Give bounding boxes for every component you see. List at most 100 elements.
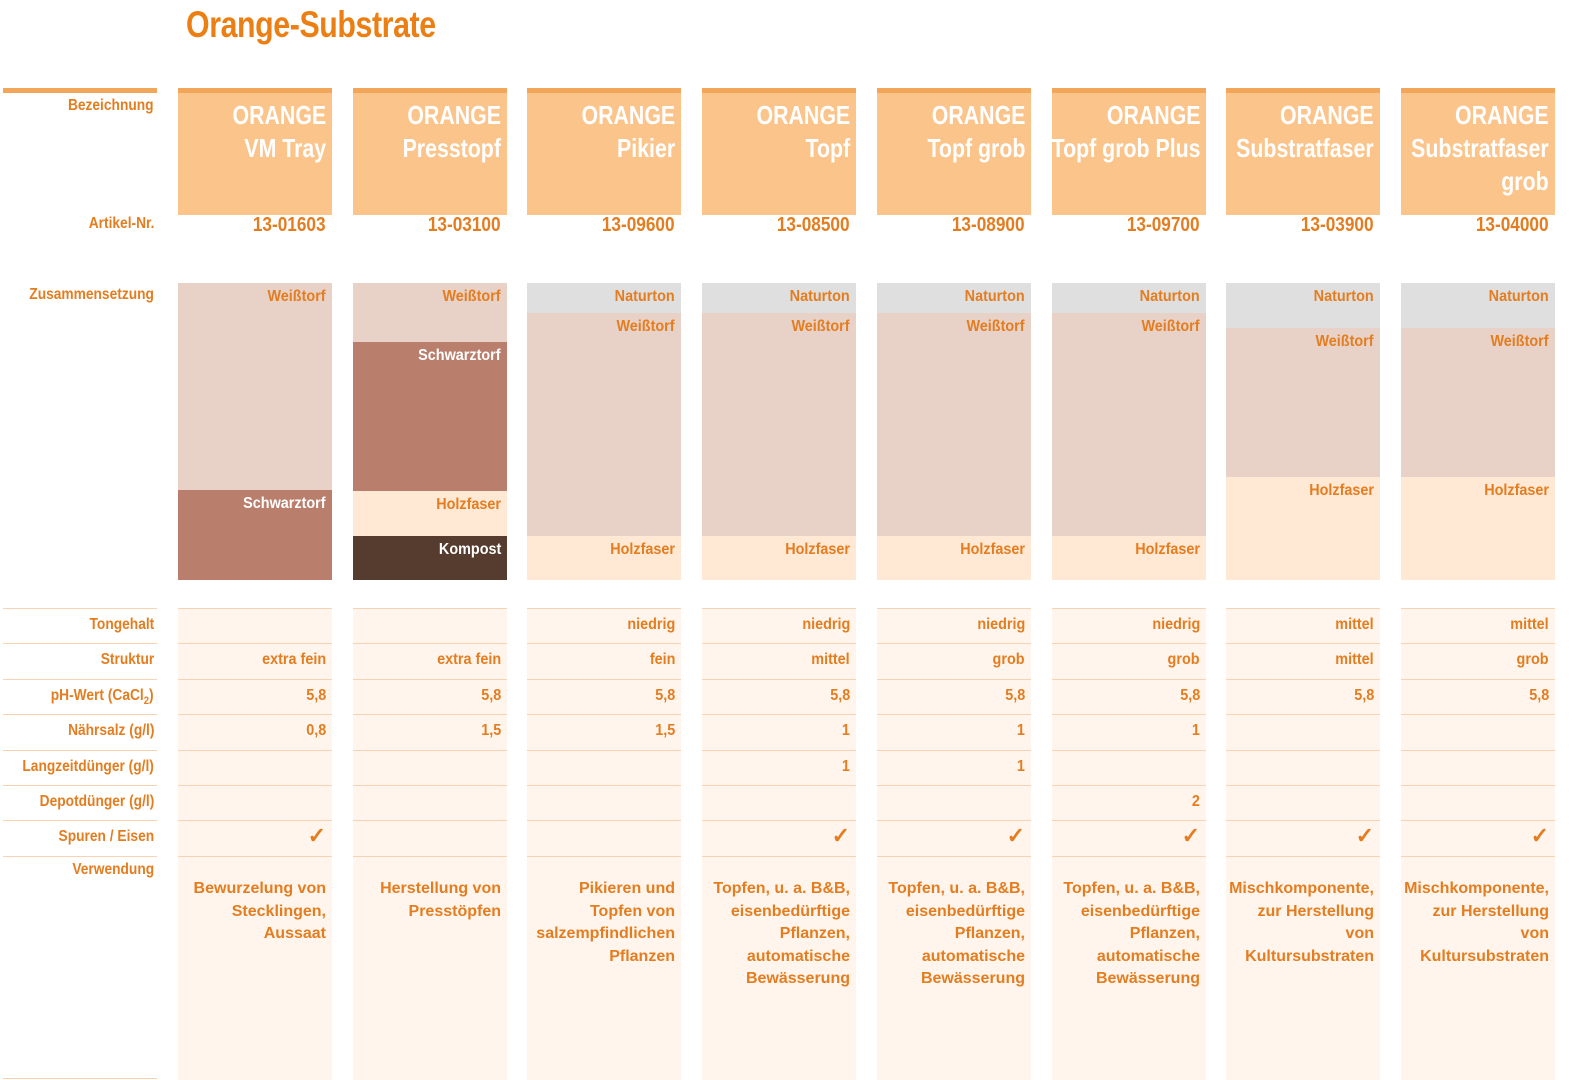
property-rows: mittel grob 5,8 ✓ Mischkomponente, zur Herst…	[1401, 608, 1555, 1080]
row-divider	[353, 855, 507, 857]
composition-segment-weisstorf: Weißtorf	[527, 313, 681, 536]
row-divider	[353, 749, 507, 751]
row-divider	[1226, 749, 1380, 751]
product-name-line: ORANGE	[931, 100, 1025, 130]
row-divider	[527, 714, 681, 716]
composition-segment-holzfaser: Holzfaser	[1401, 477, 1555, 580]
row-divider	[877, 608, 1031, 609]
row-divider	[702, 855, 856, 857]
usage-text: Herstellung von Presstöpfen	[380, 880, 501, 920]
value-clay: niedrig	[976, 616, 1025, 633]
label-traces: Spuren / Eisen	[58, 828, 154, 846]
row-divider	[527, 749, 681, 751]
label-salt: Nährsalz (g/l)	[67, 722, 154, 740]
label-name: Bezeichnung	[68, 97, 154, 114]
label-structure: Struktur	[100, 651, 154, 669]
checkmark-icon: ✓	[1355, 823, 1374, 849]
product-name-line: grob	[1501, 166, 1549, 196]
composition-segment-weisstorf: Weißtorf	[353, 283, 507, 342]
composition-stack: Naturton Weißtorf Holzfaser	[702, 283, 856, 580]
composition-label: Naturton	[1489, 288, 1549, 305]
row-divider	[1401, 855, 1555, 857]
value-ph: 5,8	[654, 686, 675, 704]
product-column: ORANGE Topf 13-08500 Naturton Weißtorf Holzfa…	[702, 88, 856, 1080]
composition-segment-weisstorf: Weißtorf	[1401, 328, 1555, 477]
composition-segment-weisstorf: Weißtorf	[178, 283, 332, 490]
composition-label: Naturton	[965, 288, 1025, 305]
property-rows: niedrig grob 5,8 1 1 ✓ Topfen, u. a. B&B, eise…	[877, 608, 1031, 1080]
product-name: ORANGE Topf	[736, 99, 850, 165]
value-salt: 1,5	[480, 722, 501, 740]
label-longterm: Langzeitdünger (g/l)	[22, 757, 154, 775]
product-header: ORANGE Substratfaser grob	[1401, 93, 1555, 215]
value-salt: 1,5	[654, 722, 675, 740]
composition-label: Weißtorf	[1315, 333, 1374, 350]
composition-stack: Naturton Weißtorf Holzfaser	[527, 283, 681, 580]
row-divider	[353, 608, 507, 609]
composition-label: Holzfaser	[1484, 482, 1549, 499]
row-divider	[702, 608, 856, 609]
row-divider	[1052, 608, 1206, 609]
product-name-line: Topf grob Plus	[1051, 133, 1200, 163]
row-divider	[1401, 608, 1555, 609]
label-ph: pH-Wert (CaCl2)	[51, 686, 154, 707]
composition-label: Weißtorf	[267, 288, 326, 305]
composition-segment-holzfaser: Holzfaser	[353, 491, 507, 536]
product-name-line: ORANGE	[1455, 100, 1549, 130]
row-divider	[1401, 714, 1555, 716]
product-column: ORANGE Topf grob Plus 13-09700 Naturton Weiß…	[1051, 88, 1206, 1080]
composition-stack: Naturton Weißtorf Holzfaser	[1226, 283, 1380, 580]
composition-label: Weißtorf	[966, 318, 1025, 335]
row-divider	[353, 643, 507, 645]
row-divider	[178, 714, 332, 716]
label-row-divider	[3, 785, 157, 786]
product-column: ORANGE VM Tray 13-01603 Weißtorf Schwarztorf…	[178, 88, 332, 1080]
product-column: ORANGE Substratfaser 13-03900 Naturton Weißt…	[1226, 88, 1380, 1080]
value-ph: 5,8	[1004, 686, 1025, 704]
value-ph: 5,8	[1528, 686, 1549, 704]
row-divider	[178, 608, 332, 609]
product-name-line: ORANGE	[407, 100, 501, 130]
composition-label: Holzfaser	[785, 541, 850, 558]
value-structure: extra fein	[436, 651, 501, 669]
value-ph: 5,8	[305, 686, 326, 704]
composition-label: Kompost	[438, 541, 501, 558]
product-header: ORANGE Substratfaser	[1226, 93, 1380, 215]
composition-segment-holzfaser: Holzfaser	[877, 536, 1031, 580]
value-clay: mittel	[1335, 616, 1374, 633]
row-divider	[353, 820, 507, 822]
row-divider	[353, 678, 507, 680]
article-number: 13-09700	[1127, 214, 1200, 236]
product-name-line: Presstopf	[402, 133, 501, 163]
composition-label: Naturton	[790, 288, 850, 305]
row-divider	[1052, 714, 1206, 716]
column-topbar	[877, 88, 1031, 93]
row-divider	[1401, 678, 1555, 680]
usage-text: Mischkomponente, zur Herstellung von Kul…	[1404, 880, 1549, 965]
usage-text: Topfen, u. a. B&B, eisenbedürftige Pflan…	[888, 880, 1025, 988]
composition-segment-schwarztorf: Schwarztorf	[353, 342, 507, 491]
value-salt: 1	[841, 722, 850, 740]
article-number: 13-08900	[952, 214, 1025, 236]
row-divider	[527, 678, 681, 680]
product-name: ORANGE VM Tray	[212, 99, 326, 165]
product-name: ORANGE Substratfaser grob	[1381, 99, 1549, 198]
product-name-line: ORANGE	[1106, 100, 1200, 130]
property-rows: niedrig fein 5,8 1,5 Pikieren und Topfen von…	[527, 608, 681, 1080]
row-divider	[1226, 855, 1380, 857]
row-divider	[1052, 643, 1206, 645]
row-divider	[877, 820, 1031, 822]
row-divider	[353, 714, 507, 716]
product-name: ORANGE Presstopf	[381, 99, 501, 165]
property-rows: niedrig grob 5,8 1 2 ✓ Topfen, u. a. B&B, eise…	[1052, 608, 1206, 1080]
composition-label: Weißtorf	[442, 288, 501, 305]
row-divider	[1401, 785, 1555, 786]
row-divider	[702, 714, 856, 716]
row-divider	[1052, 678, 1206, 680]
product-header: ORANGE Pikier	[527, 93, 681, 215]
row-divider	[1226, 643, 1380, 645]
property-rows: extra fein 5,8 0,8 ✓ Bewurzelung von Steckli…	[178, 608, 332, 1080]
label-row-divider	[3, 1078, 157, 1079]
row-divider	[1052, 855, 1206, 857]
product-name-line: Topf	[805, 133, 850, 163]
